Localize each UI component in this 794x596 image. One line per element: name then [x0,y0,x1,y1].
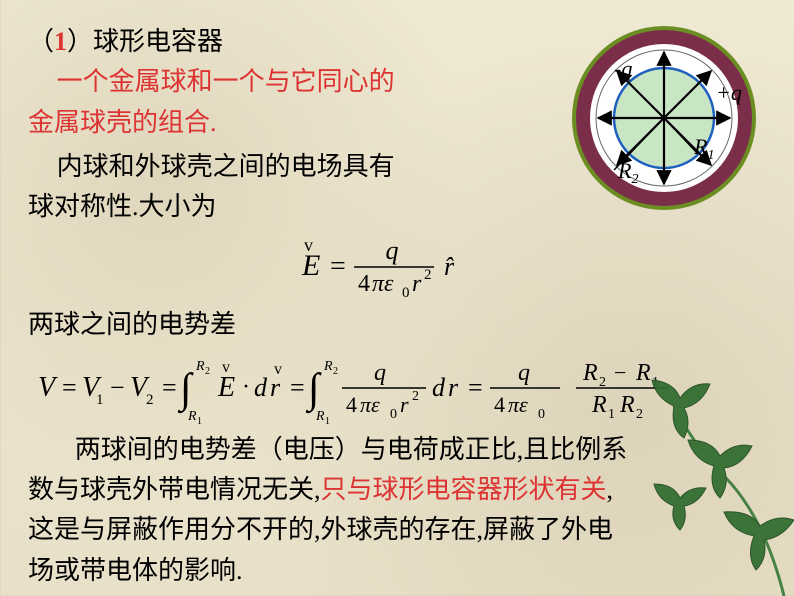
svg-text:πε: πε [360,392,380,417]
eq1-exp2: 2 [424,267,432,283]
eq1-sub0: 0 [402,285,410,301]
eq1-eq: = [330,251,346,282]
svg-text:q: q [518,360,530,386]
conclusion-line1: 两球间的电势差（电压）与电荷成正比,且比例系 [28,430,766,470]
svg-text:1: 1 [608,407,615,422]
svg-text:πε: πε [508,392,528,417]
svg-text:V: V [38,372,58,403]
svg-text:2: 2 [146,392,154,408]
svg-text:R: R [635,360,651,386]
heading-title: 球形电容器 [93,27,223,56]
svg-text:2: 2 [412,389,419,404]
equation-potential: V = V 1 − V 2 = ∫ R 2 R 1 v E · d v r = [28,348,766,426]
conclusion-2b: 只与球形电容器形状有关 [321,475,607,504]
conclusion-2a: 数与球壳外带电情况无关, [28,475,321,504]
svg-text:=: = [290,373,305,402]
svg-text:q: q [374,360,386,386]
paren-open: （ [28,27,54,56]
svg-text:d: d [254,373,268,402]
svg-text:R: R [195,359,205,374]
heading-number: 1 [54,27,67,56]
svg-text:r: r [448,373,459,402]
svg-text:R: R [582,360,598,386]
svg-text:r: r [270,373,281,402]
eq1-E: E [301,249,320,282]
eq1-4: 4 [358,271,370,297]
svg-text:·: · [242,374,250,400]
svg-text:1: 1 [197,416,202,426]
svg-text:=: = [468,373,483,402]
svg-text:R: R [315,409,325,424]
svg-text:1: 1 [96,392,104,408]
eq1-r: r [412,271,422,297]
eq1-num: q [386,236,399,265]
conclusion-2c: , [607,475,614,504]
svg-text:R: R [619,392,635,418]
conclusion-line2: 数与球壳外带电情况无关,只与球形电容器形状有关, [28,470,766,510]
conclusion-line3: 这是与屏蔽作用分不开的,外球壳的存在,屏蔽了外电 [28,510,766,550]
svg-text:0: 0 [390,407,397,422]
svg-text:2: 2 [205,366,210,377]
svg-text:4: 4 [346,392,357,417]
svg-text:−: − [110,373,125,402]
eq1-pieps: πε [372,271,394,297]
svg-text:1: 1 [325,416,330,426]
svg-text:∫: ∫ [177,366,194,414]
svg-text:4: 4 [494,392,505,417]
svg-text:r: r [400,392,409,417]
label-plus-q: +q [716,80,742,105]
paren-close: ） [67,27,93,56]
potential-label: 两球之间的电势差 [28,305,766,345]
label-minus-q: -q [614,56,632,81]
capacitor-diagram: -q +q R1 R2 [564,18,764,223]
svg-text:R: R [591,392,607,418]
svg-text:=: = [62,373,77,402]
svg-text:0: 0 [538,407,545,422]
svg-text:R: R [323,359,333,374]
eq1-rhat: r̂ [444,252,455,281]
svg-text:E: E [217,372,235,403]
svg-text:2: 2 [636,407,643,422]
svg-text:R: R [187,409,197,424]
svg-text:=: = [162,373,177,402]
svg-text:−: − [614,360,626,385]
equation-field: v E = q 4 πε 0 r 2 r̂ [0,229,766,301]
svg-text:2: 2 [333,366,338,377]
svg-text:∫: ∫ [305,366,322,414]
conclusion-line4: 场或带电体的影响. [28,551,766,591]
svg-text:d: d [432,373,446,402]
